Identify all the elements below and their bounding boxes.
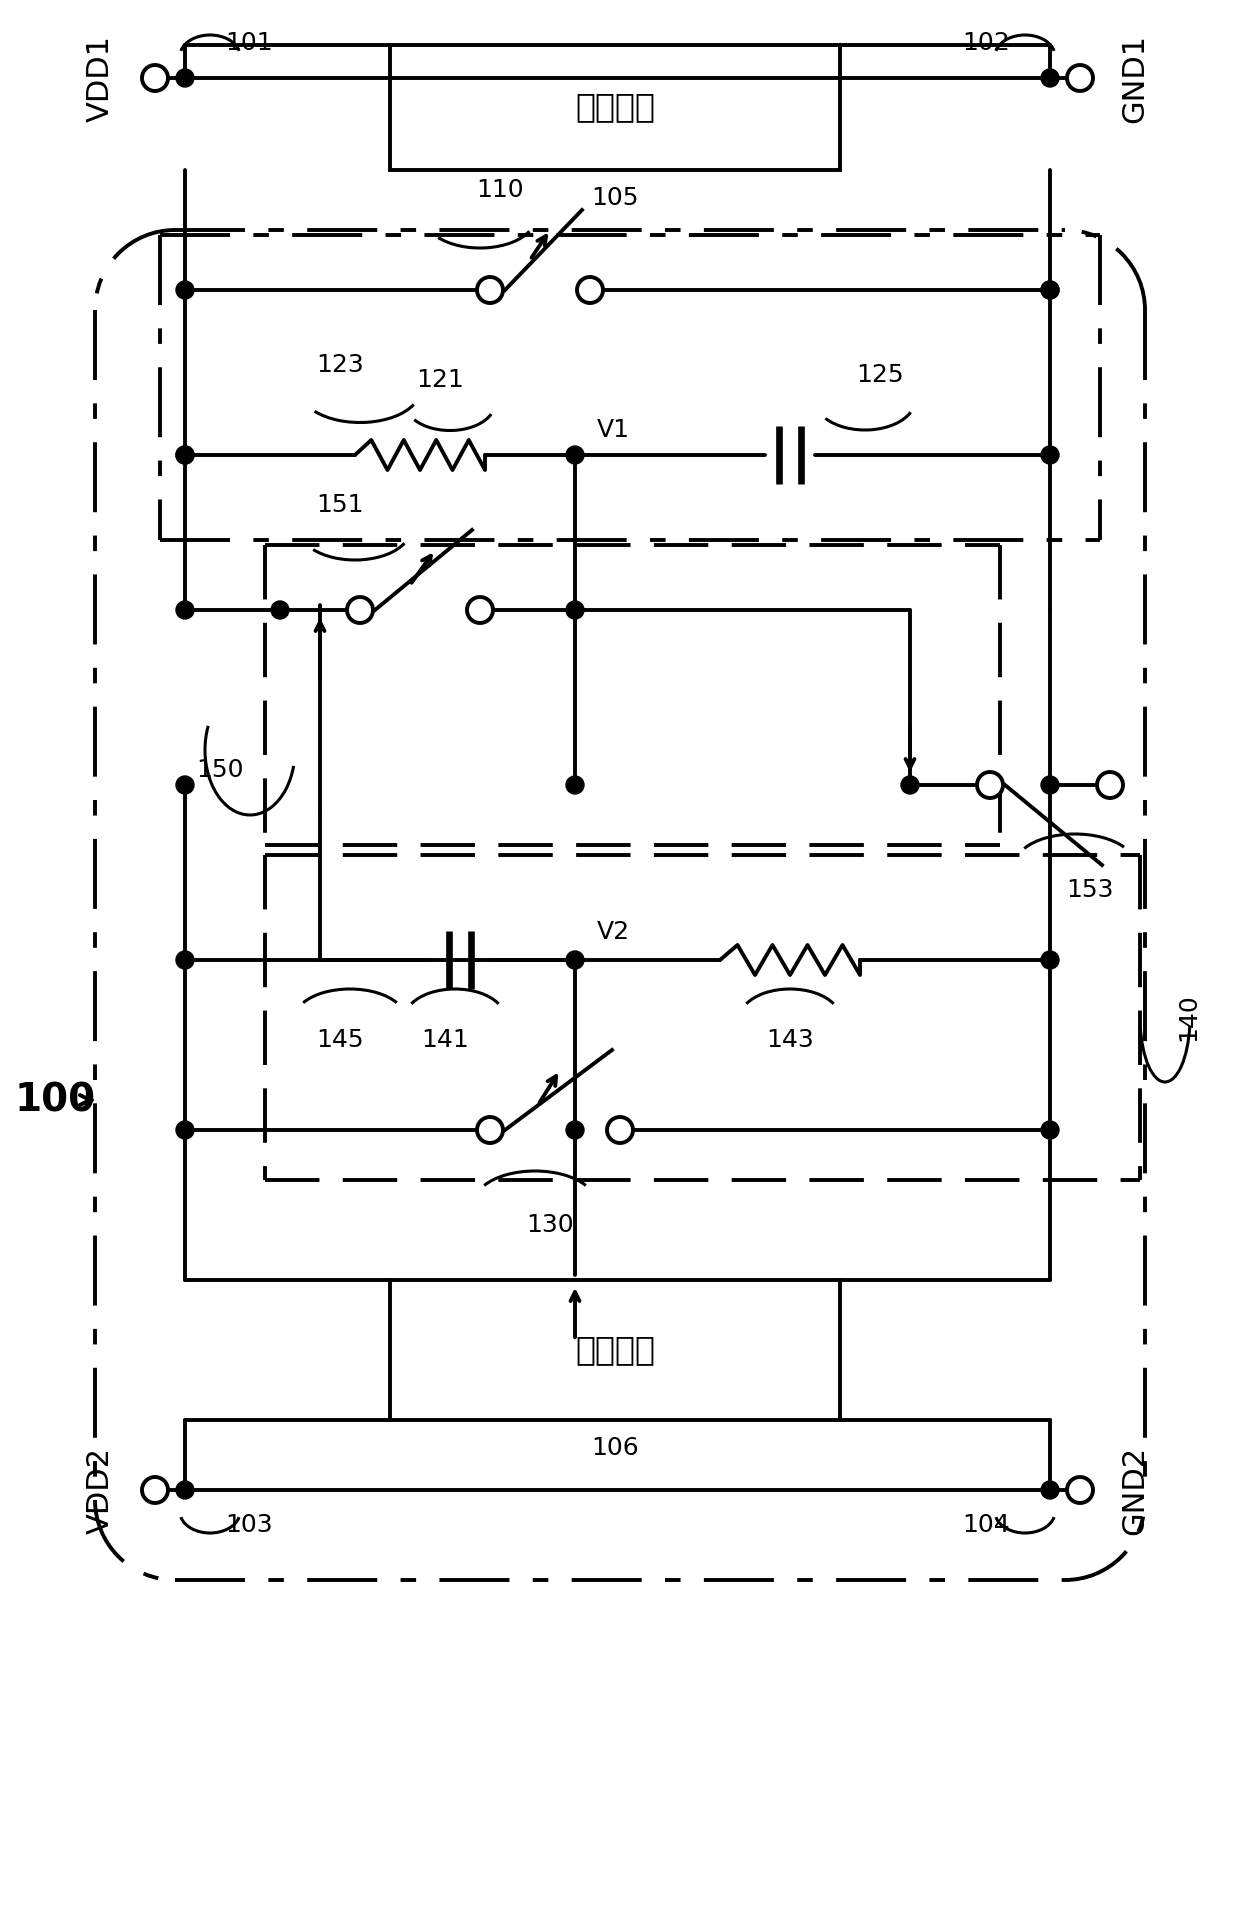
Text: 151: 151 <box>316 494 363 517</box>
Circle shape <box>477 278 503 303</box>
Text: VDD2: VDD2 <box>86 1446 114 1533</box>
Circle shape <box>565 951 584 970</box>
Circle shape <box>272 602 289 619</box>
Circle shape <box>1042 1481 1059 1498</box>
Text: 100: 100 <box>15 1082 95 1118</box>
Text: 121: 121 <box>417 368 464 391</box>
Circle shape <box>1042 951 1059 970</box>
Text: 153: 153 <box>1066 877 1114 902</box>
Text: 105: 105 <box>591 185 639 210</box>
Circle shape <box>1042 69 1059 87</box>
Text: 103: 103 <box>224 1513 273 1537</box>
Circle shape <box>176 69 193 87</box>
Circle shape <box>1042 775 1059 794</box>
Circle shape <box>1066 1477 1092 1504</box>
Circle shape <box>176 775 193 794</box>
Circle shape <box>347 598 373 623</box>
Text: 140: 140 <box>1176 993 1200 1041</box>
Circle shape <box>565 775 584 794</box>
Circle shape <box>467 598 494 623</box>
Circle shape <box>176 281 193 299</box>
Text: 145: 145 <box>316 1028 363 1053</box>
Circle shape <box>977 771 1003 798</box>
Text: 150: 150 <box>196 758 244 783</box>
Circle shape <box>1042 281 1059 299</box>
Bar <box>391 1280 839 1421</box>
Circle shape <box>1042 445 1059 465</box>
Circle shape <box>1066 66 1092 91</box>
Circle shape <box>477 1116 503 1143</box>
Circle shape <box>176 445 193 465</box>
Text: 102: 102 <box>962 31 1011 56</box>
Circle shape <box>143 1477 167 1504</box>
Text: 110: 110 <box>476 177 523 202</box>
Circle shape <box>1097 771 1123 798</box>
Text: 104: 104 <box>962 1513 1011 1537</box>
Text: GND1: GND1 <box>1121 33 1149 123</box>
Text: 101: 101 <box>224 31 273 56</box>
Circle shape <box>143 66 167 91</box>
Circle shape <box>577 278 603 303</box>
Circle shape <box>176 1481 193 1498</box>
Circle shape <box>565 1120 584 1139</box>
Circle shape <box>1042 281 1059 299</box>
Circle shape <box>176 602 193 619</box>
Text: 141: 141 <box>422 1028 469 1053</box>
Text: 第二电路: 第二电路 <box>575 1334 655 1367</box>
Circle shape <box>608 1116 632 1143</box>
Circle shape <box>176 445 193 465</box>
Text: V1: V1 <box>596 418 630 442</box>
Text: 123: 123 <box>316 353 363 378</box>
Text: 125: 125 <box>856 362 904 388</box>
Text: 143: 143 <box>766 1028 813 1053</box>
Circle shape <box>565 445 584 465</box>
Circle shape <box>565 602 584 619</box>
Bar <box>391 44 839 170</box>
Circle shape <box>1042 1120 1059 1139</box>
Text: GND2: GND2 <box>1121 1446 1149 1535</box>
Text: 130: 130 <box>526 1213 574 1238</box>
Text: V2: V2 <box>596 920 630 945</box>
Text: 106: 106 <box>591 1436 639 1459</box>
Text: VDD1: VDD1 <box>86 35 114 121</box>
Text: 第一电路: 第一电路 <box>575 91 655 123</box>
Circle shape <box>901 775 919 794</box>
Circle shape <box>176 1120 193 1139</box>
Circle shape <box>176 951 193 970</box>
